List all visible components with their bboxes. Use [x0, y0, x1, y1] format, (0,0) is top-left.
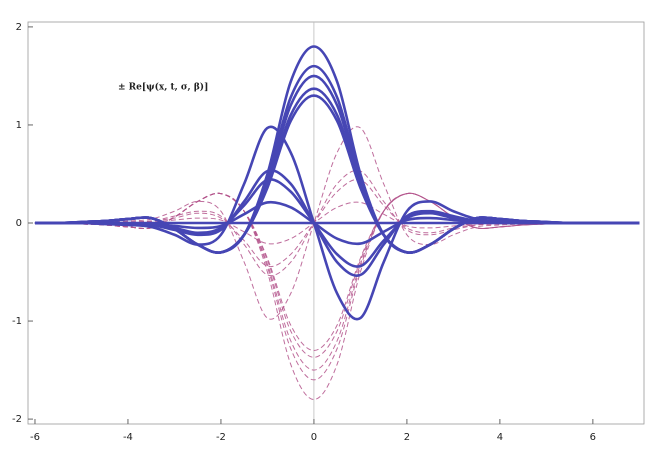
x-tick-label: 2	[404, 432, 410, 443]
y-tick-label: -1	[12, 316, 22, 327]
x-tick-label: 6	[590, 432, 596, 443]
y-tick-label: 1	[16, 120, 22, 131]
series-line	[34, 87, 640, 255]
x-tick-label: 4	[497, 432, 503, 443]
plot: -6 -4 -2 0 2 4 6 -2 -1 0 1 2	[12, 21, 645, 443]
x-tick-label: -4	[123, 432, 133, 443]
x-tick-label: 0	[311, 432, 317, 443]
x-tick-label: -6	[30, 432, 40, 443]
y-tick-label: 2	[16, 22, 22, 33]
series-line	[34, 192, 640, 351]
series-line	[34, 94, 640, 255]
y-tick-label: 0	[16, 218, 22, 229]
series-line	[34, 192, 640, 358]
x-tick-label: -2	[216, 432, 226, 443]
y-tick-label: -2	[12, 414, 22, 425]
annotation: ± Re[ψ(x, t, σ, β)]	[118, 82, 208, 93]
series-line	[34, 74, 640, 255]
series-line	[34, 192, 640, 381]
